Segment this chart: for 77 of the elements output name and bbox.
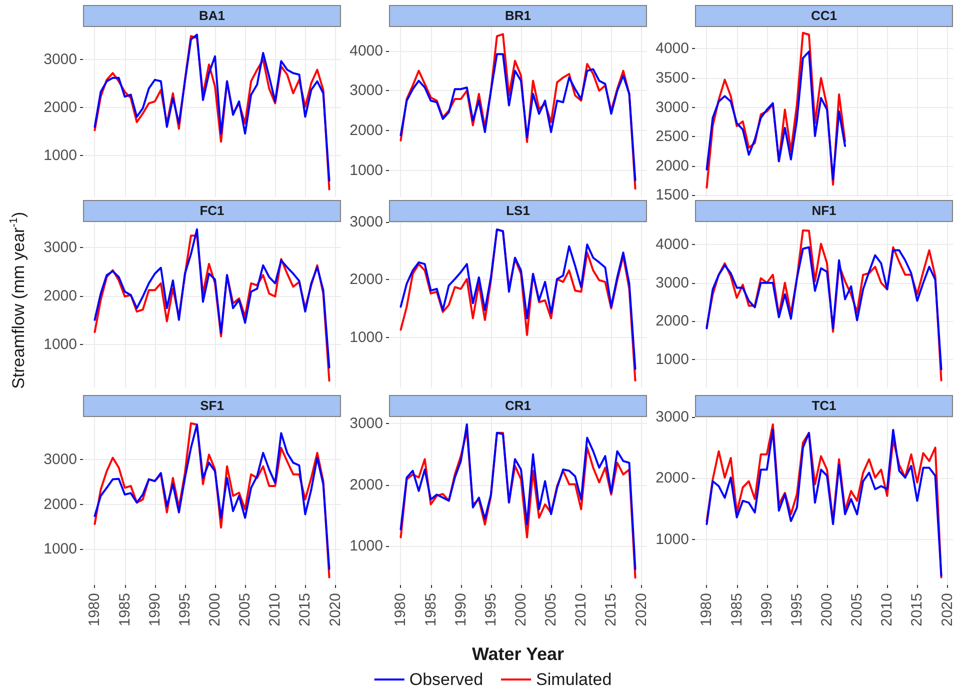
chart-title: NF1 (695, 200, 953, 222)
line-series (400, 33, 636, 190)
y-tick-label: 2000 (656, 157, 689, 174)
x-tick-label: 2010 (878, 593, 896, 626)
x-tick-label: 1985 (422, 593, 440, 626)
x-tick-label: 1990 (452, 593, 470, 626)
y-tick-label: 3000 (44, 51, 77, 68)
y-tick-label: 2000 (44, 99, 77, 116)
y-tick-label: 2000 (656, 470, 689, 487)
x-tick-label: 1995 (482, 593, 500, 626)
y-tick-label: 3000 (44, 238, 77, 256)
y-tick-label: 2000 (350, 271, 383, 288)
x-tick-label: 1980 (86, 593, 104, 626)
x-tick-label: 1990 (146, 593, 164, 626)
y-tick-label: 3000 (350, 415, 383, 432)
y-tick-label: 1000 (350, 537, 383, 554)
y-tick-label: 4000 (350, 42, 383, 60)
y-tick-label: 1000 (44, 540, 77, 558)
chart-title: CR1 (389, 395, 647, 417)
line-series (706, 229, 942, 382)
y-tick-label: 1000 (350, 162, 383, 179)
x-tick-label: 2015 (296, 593, 314, 626)
y-tick-label: 4000 (656, 40, 689, 58)
chart-title: FC1 (83, 200, 341, 222)
y-tick-label: 1000 (656, 350, 689, 368)
x-tick-label: 2015 (602, 593, 620, 626)
x-axis-title: Water Year (472, 644, 564, 664)
x-tick-label: 2000 (512, 593, 530, 626)
y-tick-label: 2000 (350, 122, 383, 140)
y-tick-label: 1000 (656, 530, 689, 548)
x-tick-label: 2000 (206, 593, 224, 626)
line-series (400, 53, 636, 182)
chart-title: BA1 (83, 5, 341, 27)
x-tick-label: 2010 (266, 593, 284, 626)
y-tick-label: 2000 (350, 476, 383, 494)
chart-title: LS1 (389, 200, 647, 222)
x-tick-label: 1980 (698, 593, 716, 626)
x-tick-label: 1995 (176, 593, 194, 626)
legend-label: Simulated (536, 670, 612, 689)
x-tick-label: 2005 (542, 593, 560, 626)
x-tick-label: 2020 (326, 593, 344, 626)
x-tick-label: 2005 (848, 593, 866, 626)
x-tick-label: 1985 (116, 593, 134, 626)
x-tick-label: 2010 (572, 593, 590, 626)
y-tick-label: 3500 (656, 70, 689, 86)
line-series (706, 32, 846, 189)
y-tick-label: 1000 (44, 147, 77, 164)
x-tick-label: 1995 (788, 593, 806, 626)
y-tick-label: 2000 (44, 496, 77, 513)
y-tick-label: 3000 (656, 274, 689, 292)
chart-title: CC1 (695, 5, 953, 27)
y-tick-label: 2500 (656, 128, 689, 146)
y-tick-label: 3000 (44, 451, 77, 468)
y-tick-label: 1500 (656, 186, 689, 204)
y-tick-label: 1000 (44, 336, 77, 354)
y-tick-label: 3000 (350, 82, 383, 100)
y-tick-label: 2000 (656, 312, 689, 330)
x-tick-label: 2005 (236, 593, 254, 626)
y-tick-label: 4000 (656, 236, 689, 254)
y-tick-label: 2000 (44, 287, 77, 304)
x-tick-label: 2000 (818, 593, 836, 626)
x-tick-label: 2020 (632, 593, 650, 626)
x-tick-label: 2020 (938, 593, 956, 626)
chart-title: BR1 (389, 5, 647, 27)
x-tick-label: 2015 (908, 593, 926, 626)
chart-title: TC1 (695, 395, 953, 417)
x-tick-label: 1985 (728, 593, 746, 626)
y-tick-label: 3000 (656, 408, 689, 426)
x-tick-label: 1980 (392, 593, 410, 626)
legend-label: Observed (409, 670, 484, 689)
y-tick-label: 3000 (350, 214, 383, 230)
chart-title: SF1 (83, 395, 341, 417)
y-tick-label: 1000 (350, 328, 383, 346)
x-tick-label: 1990 (758, 593, 776, 626)
line-series (706, 246, 942, 370)
line-series (706, 50, 846, 180)
y-tick-label: 3000 (656, 98, 689, 116)
